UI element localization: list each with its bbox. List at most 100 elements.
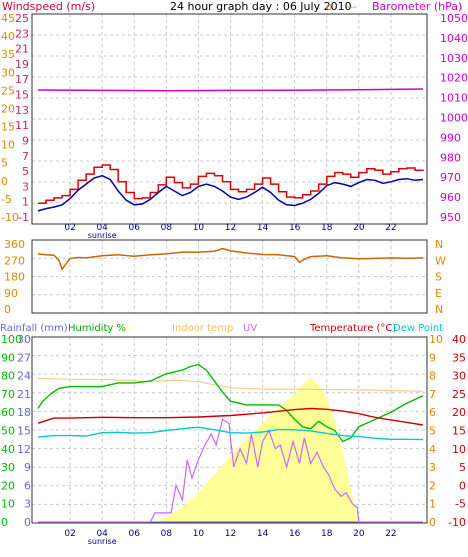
- windspeed-outer-tick: 5: [1, 157, 8, 170]
- humidity-tick: 50: [1, 425, 15, 438]
- rainfall-tick: 15: [17, 425, 31, 438]
- hour-tick-label: 04: [96, 223, 108, 233]
- rainfall-tick: 0: [24, 516, 31, 529]
- humidity-tick: 90: [1, 351, 15, 364]
- hour-tick-label: 10: [193, 529, 205, 539]
- temperature-tick: 20: [452, 406, 466, 419]
- direction-compass-tick: S: [435, 271, 442, 284]
- hour-tick-label: 06: [129, 529, 141, 539]
- solar-radiation-area: [38, 377, 423, 522]
- temperature-panel-time-axis: 02 04 06 08 10 12 14 16 18 20 22 sunrise: [64, 529, 396, 546]
- windspeed-inner-tick: 9: [22, 134, 29, 147]
- temperature-tick: 5: [459, 461, 466, 474]
- direction-compass-tick: W: [435, 254, 446, 267]
- wind-panel-frame: [31, 13, 428, 225]
- hour-tick-label: 02: [64, 223, 75, 233]
- hour-tick-label: 20: [353, 223, 365, 233]
- windspeed-inner-tick: 25: [15, 12, 29, 25]
- temperature-tick: -10: [448, 516, 466, 529]
- wind-panel-series: [37, 88, 424, 212]
- temperature-tick: 15: [452, 425, 466, 438]
- windspeed-outer-tick: 10: [1, 139, 15, 152]
- dewpoint-series: [37, 426, 424, 441]
- temperature-panel-frame: [31, 336, 428, 524]
- temperature-panel: 1009080706050403020100302724211815129630…: [1, 333, 466, 546]
- barometer-tick: 1020: [440, 72, 468, 85]
- hour-tick-label: 20: [353, 529, 365, 539]
- hour-tick-label: 12: [225, 223, 236, 233]
- uv-scale-tick: 0: [429, 516, 436, 529]
- uv-scale-tick: 10: [429, 333, 443, 346]
- rainfall-tick: 9: [24, 461, 31, 474]
- temperature-tick: 25: [452, 388, 466, 401]
- barometer-tick: 1010: [440, 92, 468, 105]
- temperature-panel-series: [37, 363, 424, 523]
- uv-legend: UV: [243, 323, 257, 334]
- wind-gust-series: [37, 174, 424, 212]
- direction-degree-tick: 0: [4, 303, 11, 316]
- hour-tick-label: 14: [257, 223, 269, 233]
- rainfall-tick: 12: [17, 443, 31, 456]
- direction-compass-tick: N: [435, 238, 443, 251]
- rainfall-tick: 21: [17, 388, 31, 401]
- hour-tick-label: 22: [385, 529, 396, 539]
- barometer-tick: 970: [440, 171, 461, 184]
- uv-scale-tick: 7: [429, 388, 436, 401]
- hour-tick-label: 18: [321, 529, 333, 539]
- rainfall-tick: 18: [17, 406, 31, 419]
- hour-tick-label: 08: [161, 223, 173, 233]
- direction-degree-tick: 360: [4, 238, 25, 251]
- temperature-tick: 30: [452, 370, 466, 383]
- barometer-legend: Barometer (hPa): [372, 0, 462, 13]
- windspeed-outer-tick: 35: [1, 48, 15, 61]
- direction-panel-frame: [31, 239, 428, 314]
- barometer-tick: 950: [440, 211, 461, 224]
- hour-tick-label: 10: [193, 223, 205, 233]
- windspeed-inner-tick: 15: [15, 89, 29, 102]
- uv-scale-tick: 1: [429, 498, 436, 511]
- barometer-tick: 960: [440, 191, 461, 204]
- windspeed-legend: Windspeed (m/s): [2, 0, 95, 13]
- uv-scale-tick: 9: [429, 351, 436, 364]
- uv-scale-tick: 4: [429, 443, 436, 456]
- direction-degree-tick: 270: [4, 254, 25, 267]
- temperature-legend: Temperature (°C): [309, 323, 396, 334]
- barometer-tick: 990: [440, 131, 461, 144]
- humidity-tick: 0: [1, 516, 8, 529]
- humidity-tick: 80: [1, 370, 15, 383]
- barometer-tick: 980: [440, 151, 461, 164]
- indoor-temp-series: [37, 377, 424, 392]
- header-separator-left: o: [326, 2, 332, 13]
- windspeed-inner-tick: 1: [22, 196, 29, 209]
- windspeed-inner-tick: 13: [15, 104, 29, 117]
- windspeed-outer-tick: 20: [1, 102, 15, 115]
- direction-degree-tick: 90: [4, 287, 18, 300]
- windspeed-outer-tick: 30: [1, 66, 15, 79]
- hour-tick-label: 02: [64, 529, 75, 539]
- windspeed-inner-tick: 21: [15, 43, 29, 56]
- windspeed-outer-tick: 0: [1, 175, 8, 188]
- uv-scale-tick: 6: [429, 406, 436, 419]
- rainfall-tick: 3: [24, 498, 31, 511]
- windspeed-inner-tick: 19: [15, 58, 29, 71]
- temperature-series: [37, 407, 424, 426]
- hour-tick-label: 14: [257, 529, 269, 539]
- windspeed-inner-tick: 7: [22, 150, 29, 163]
- uv-series: [38, 418, 423, 523]
- wind-panel: 454035302520151050-5-1025232119171513119…: [1, 12, 468, 240]
- temperature-tick: 10: [452, 443, 466, 456]
- direction-panel-grid: [32, 240, 427, 313]
- direction-compass-tick: N: [435, 303, 443, 316]
- rainfall-tick: 6: [24, 479, 31, 492]
- uv-scale-tick: 2: [429, 479, 436, 492]
- header-separator-right: ---: [346, 2, 357, 13]
- humidity-tick: 20: [1, 479, 15, 492]
- wind-direction-series: [37, 247, 424, 271]
- direction-degree-tick: 180: [4, 271, 25, 284]
- humidity-tick: 100: [1, 333, 22, 346]
- humidity-tick: 70: [1, 388, 15, 401]
- solar-legend-marker: ---: [122, 323, 133, 334]
- temperature-tick: 40: [452, 333, 466, 346]
- humidity-tick: 60: [1, 406, 15, 419]
